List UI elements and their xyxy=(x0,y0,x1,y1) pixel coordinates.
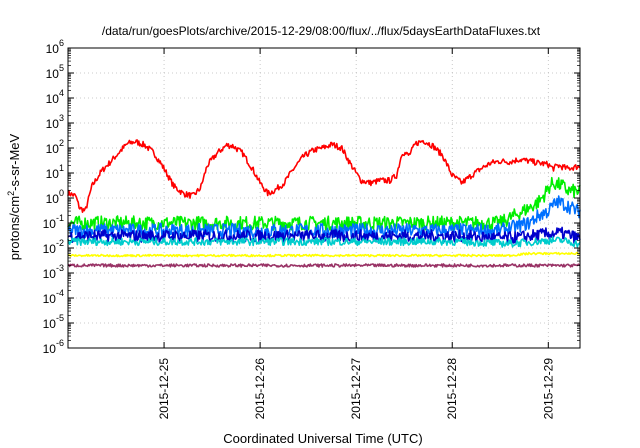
y-tick-label: 106 xyxy=(46,38,64,56)
y-tick-exponent: 4 xyxy=(59,88,64,98)
y-tick-label: 10-1 xyxy=(43,213,64,231)
series-line xyxy=(67,263,581,268)
grid xyxy=(68,48,580,348)
y-axis-label: protons/cm2-s-sr-MeV xyxy=(6,133,22,260)
x-tick-label: 2015-12-27 xyxy=(349,358,363,420)
series-line xyxy=(67,139,581,213)
y-tick-exponent: -4 xyxy=(56,288,64,298)
y-tick-label: 10-3 xyxy=(43,263,64,281)
y-tick-label: 10-5 xyxy=(43,313,64,331)
y-tick-label: 10-6 xyxy=(43,338,64,356)
x-axis-label: Coordinated Universal Time (UTC) xyxy=(223,431,422,446)
chart-title: /data/run/goesPlots/archive/2015-12-29/0… xyxy=(102,24,541,38)
y-tick-label: 100 xyxy=(46,188,64,206)
y-axis-label-base: protons/cm xyxy=(7,196,22,260)
y-tick-exponent: 1 xyxy=(59,163,64,173)
y-axis-label-sup: 2 xyxy=(6,191,16,196)
y-tick-label: 104 xyxy=(46,88,64,106)
series-line xyxy=(67,226,581,245)
y-tick-label: 102 xyxy=(46,138,64,156)
series-line xyxy=(67,251,581,258)
y-tick-exponent: 2 xyxy=(59,138,64,148)
y-tick-label: 105 xyxy=(46,63,64,81)
series-line xyxy=(67,236,581,248)
y-tick-exponent: -2 xyxy=(56,238,64,248)
y-axis-label-rest: -s-sr-MeV xyxy=(7,133,22,190)
y-tick-exponent: -5 xyxy=(56,313,64,323)
x-tick-label: 2015-12-29 xyxy=(541,358,555,420)
y-tick-exponent: -3 xyxy=(56,263,64,273)
y-tick-label: 10-4 xyxy=(43,288,64,306)
y-tick-label: 103 xyxy=(46,113,64,131)
y-tick-label: 10-2 xyxy=(43,238,64,256)
y-tick-exponent: 6 xyxy=(59,38,64,48)
x-tick-label: 2015-12-28 xyxy=(445,358,459,420)
y-tick-exponent: -1 xyxy=(56,213,64,223)
y-tick-exponent: 5 xyxy=(59,63,64,73)
y-tick-label: 101 xyxy=(46,163,64,181)
y-tick-exponent: 3 xyxy=(59,113,64,123)
y-tick-exponent: -6 xyxy=(56,338,64,348)
series-layer xyxy=(67,139,581,268)
y-tick-exponent: 0 xyxy=(59,188,64,198)
x-tick-label: 2015-12-25 xyxy=(157,358,171,420)
series-line xyxy=(67,176,581,231)
x-tick-label: 2015-12-26 xyxy=(253,358,267,420)
